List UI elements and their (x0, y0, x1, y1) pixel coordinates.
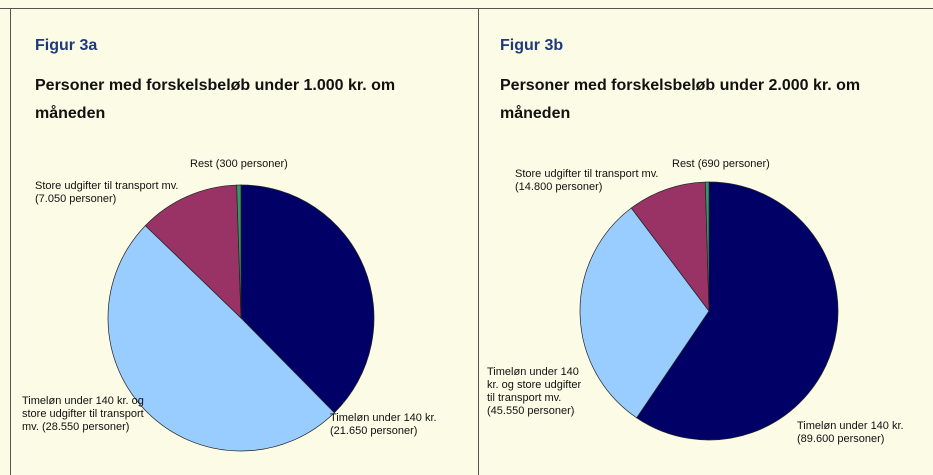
slice-label: Timeløn under 140 kr. og store udgifter … (487, 366, 587, 418)
slice-label: Store udgifter til transport mv. (14.800… (515, 168, 660, 194)
chart-title: Figur 3a (35, 37, 98, 54)
slice-name: Timeløn under 140 kr. og store udgifter … (22, 395, 144, 433)
chart-title: Figur 3b (500, 37, 564, 54)
slice-name: Rest (190, 158, 213, 170)
slice-name: Store udgifter til transport mv. (515, 168, 659, 180)
slice-name: Timeløn under 140 kr. (797, 420, 904, 432)
pie-slice (236, 184, 242, 319)
slice-name: Rest (672, 158, 695, 170)
slice-name: Store udgifter til transport mv. (35, 180, 179, 192)
slice-value: (7.050 personer) (35, 193, 117, 205)
slice-value: (28.550 personer) (41, 421, 130, 433)
pie-slice (144, 184, 242, 319)
slice-label: Timeløn under 140 kr. og store udgifter … (22, 395, 152, 434)
slice-label: Timeløn under 140 kr. (89.600 personer) (797, 420, 927, 446)
slice-value: (21.650 personer) (330, 425, 418, 437)
pie-slice (579, 207, 710, 419)
chart-subtitle: Personer med forskelsbeløb under 2.000 k… (500, 77, 861, 122)
slice-label: Rest (300 personer) (190, 158, 350, 171)
pie-slice (240, 184, 375, 414)
pie-slice (630, 181, 710, 313)
slice-value: (14.800 personer) (515, 181, 603, 193)
slice-label: Store udgifter til transport mv. (7.050 … (35, 180, 195, 206)
slice-name: Timeløn under 140 kr. og store udgifter … (487, 366, 582, 404)
slice-value: (300 personer) (215, 158, 288, 170)
slice-value: (45.550 personer) (487, 405, 575, 417)
pie-slice (704, 181, 710, 312)
chart-subtitle: Personer med forskelsbeløb under 1.000 k… (35, 77, 396, 122)
pie-slice (636, 181, 839, 441)
slice-value: (89.600 personer) (797, 433, 885, 445)
slice-label: Timeløn under 140 kr. (21.650 personer) (330, 412, 460, 438)
pie-slice (107, 225, 335, 452)
slice-name: Timeløn under 140 kr. (330, 412, 437, 424)
slice-label: Rest (690 personer) (672, 158, 832, 171)
slice-value: (690 personer) (697, 158, 770, 170)
